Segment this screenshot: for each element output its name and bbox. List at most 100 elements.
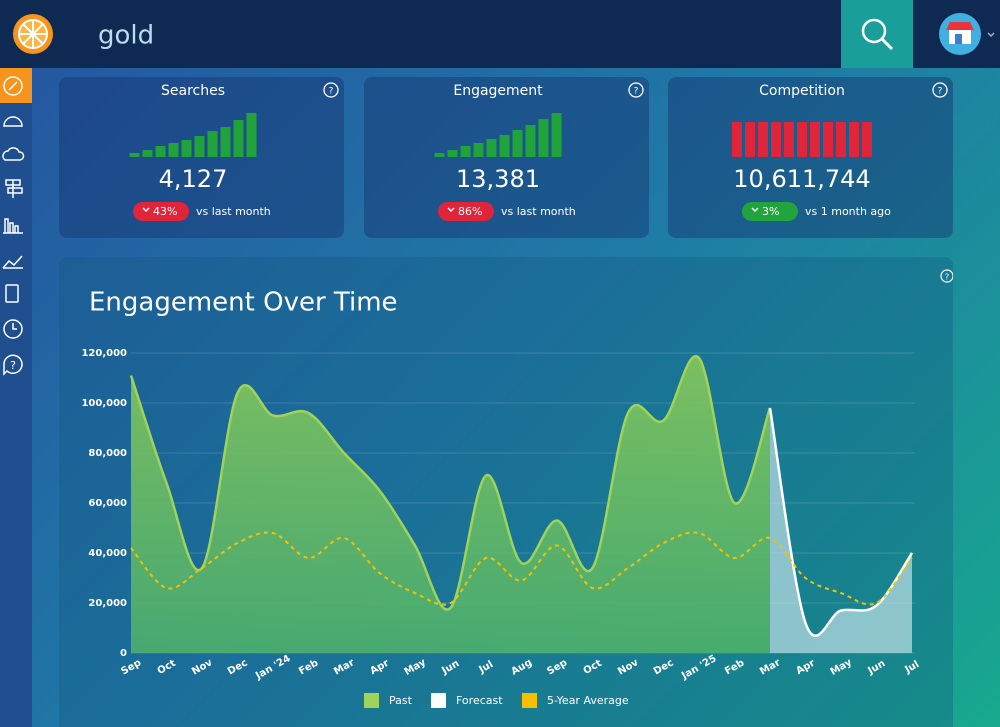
nav-signpost[interactable]	[5, 179, 23, 198]
y-tick-label: 60,000	[88, 498, 127, 509]
line	[768, 407, 914, 637]
legend-label[interactable]: Past	[389, 694, 413, 707]
legend-swatch[interactable]	[364, 693, 379, 708]
legend-swatch[interactable]	[522, 693, 537, 708]
line	[129, 354, 772, 611]
trend-bar	[168, 143, 179, 157]
trend-bar	[447, 150, 458, 157]
trend-bar	[129, 153, 140, 157]
area	[770, 408, 912, 653]
nav-line[interactable]	[2, 255, 23, 269]
search-query[interactable]: gold	[98, 21, 154, 51]
x-tick-label: Oct	[582, 658, 604, 677]
change-chevron	[751, 207, 759, 212]
trend-bar	[732, 122, 742, 157]
x-tick-label: Dec	[652, 657, 676, 677]
trend-bar	[797, 122, 807, 157]
help-mark: ?	[634, 87, 639, 97]
x-tick-label: Mar	[332, 657, 356, 677]
trend-bar	[810, 122, 820, 157]
help-icon[interactable]	[628, 82, 644, 98]
x-tick-label: Jan '25	[679, 653, 718, 682]
x-tick-label: Dec	[226, 657, 250, 677]
legend-label[interactable]: Forecast	[456, 694, 503, 707]
account-avatar[interactable]	[939, 13, 995, 55]
nav-help[interactable]	[3, 354, 23, 376]
legend-swatch[interactable]	[431, 693, 446, 708]
trend-bar	[771, 122, 781, 157]
trend-bar	[823, 122, 833, 157]
chart: Engagement Over Time? 0 20,000 40,000 60,000…	[81, 269, 954, 708]
x-tick-label: Jun	[865, 658, 887, 677]
help-icon[interactable]	[932, 82, 948, 98]
card-title: Engagement	[453, 83, 543, 99]
x-tick-label: Apr	[794, 658, 817, 677]
y-tick-label: 120,000	[81, 348, 127, 359]
logo[interactable]	[13, 14, 53, 54]
nav-cloud[interactable]	[2, 147, 25, 161]
x-tick-label: Aug	[509, 657, 534, 678]
metric-card: Competition? 10,611,744 3% vs 1 month ago	[668, 77, 953, 238]
card-graphics: Competition ? 10,611,744 3% vs 1 month ago	[732, 82, 948, 221]
metric-card: Searches? 4,127 43% vs last month	[59, 77, 344, 238]
x-tick-label: Jan '24	[253, 653, 292, 682]
x-tick-label: Apr	[368, 658, 391, 677]
trend-bar	[551, 113, 562, 157]
x-tick-label: Jul	[902, 659, 921, 676]
trend-bar	[181, 140, 192, 157]
card-value: 10,611,744	[733, 165, 870, 193]
change-value: 43%	[153, 205, 177, 218]
trend-bar	[233, 120, 244, 157]
trend-bar	[836, 122, 846, 157]
search-icon	[861, 18, 887, 44]
legend-label[interactable]: 5-Year Average	[547, 694, 629, 707]
y-tick-label: 40,000	[88, 548, 127, 559]
nav-compass[interactable]	[3, 76, 23, 96]
trend-bar	[499, 135, 510, 157]
trend-bar	[538, 119, 549, 157]
help-icon[interactable]	[323, 82, 339, 98]
search-button[interactable]	[841, 0, 913, 68]
change-value: 86%	[458, 205, 482, 218]
nav-bars[interactable]	[3, 218, 23, 234]
trend-bar	[142, 150, 153, 157]
y-tick-label: 20,000	[88, 598, 127, 609]
chart-card: Engagement Over Time? 0 20,000 40,000 60,000…	[59, 257, 954, 727]
x-tick-label: Feb	[723, 658, 746, 678]
x-tick-label: Sep	[545, 657, 569, 677]
change-badge	[742, 202, 798, 221]
nav-notebook[interactable]	[5, 284, 19, 303]
card-graphics: Engagement ? 13,381 86% vs last month	[434, 82, 644, 221]
x-tick-label: May	[829, 657, 855, 678]
change-chevron	[142, 207, 150, 212]
help-mark: ?	[329, 87, 334, 97]
change-badge	[133, 202, 189, 221]
comparison: vs 1 month ago	[805, 205, 891, 218]
area	[131, 356, 770, 653]
trend-bar	[525, 125, 536, 157]
nav-clock[interactable]	[3, 319, 23, 339]
nav-active[interactable]	[0, 68, 32, 103]
change-value: 3%	[762, 205, 779, 218]
trend-bar	[155, 146, 166, 157]
trend-bar	[849, 122, 859, 157]
card-value: 4,127	[159, 165, 228, 193]
chart-title: Engagement Over Time	[89, 288, 398, 318]
y-tick-label: 100,000	[81, 398, 127, 409]
trend-bar	[745, 122, 755, 157]
comparison: vs last month	[196, 205, 271, 218]
nav-help-mark: ?	[10, 359, 16, 372]
trend-bar	[486, 139, 497, 157]
x-tick-label: May	[403, 657, 429, 678]
x-tick-label: Feb	[297, 658, 320, 678]
change-chevron	[447, 207, 455, 212]
y-tick-label: 0	[120, 648, 127, 659]
nav-gauge[interactable]	[3, 116, 23, 127]
x-tick-label: Oct	[156, 658, 178, 677]
top-bar: gold	[0, 0, 1000, 68]
x-tick-label: Mar	[758, 657, 782, 677]
change-badge	[438, 202, 494, 221]
trend-bar	[473, 143, 484, 157]
sidebar: ?	[0, 68, 32, 727]
